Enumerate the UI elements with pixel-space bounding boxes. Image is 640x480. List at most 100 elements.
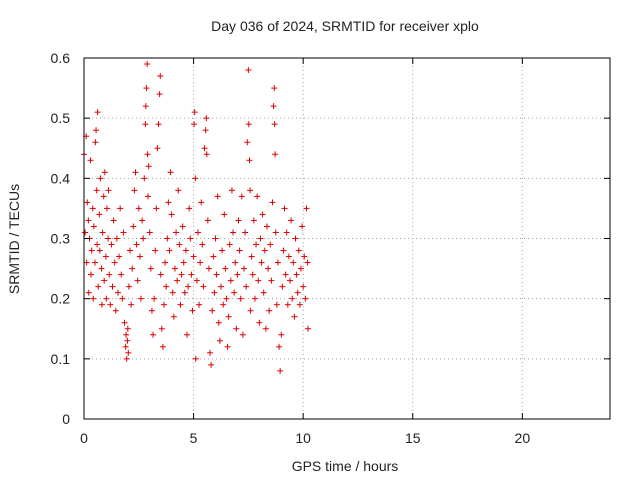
plot-frame	[83, 57, 611, 420]
data-point	[281, 205, 288, 212]
data-point	[303, 205, 310, 212]
data-point	[205, 265, 212, 272]
data-point	[135, 205, 142, 212]
data-point	[142, 103, 149, 110]
data-point	[105, 187, 112, 194]
data-point	[225, 313, 232, 320]
data-point	[283, 229, 290, 236]
y-tick-label: 0.3	[51, 231, 71, 247]
data-point	[302, 295, 309, 302]
data-point	[213, 271, 220, 278]
data-point	[165, 199, 172, 206]
data-point	[289, 295, 296, 302]
x-tick-label: 5	[190, 430, 198, 446]
data-point	[83, 259, 90, 266]
data-point	[112, 307, 119, 314]
data-point	[154, 145, 161, 152]
x-tick-label: 15	[405, 430, 421, 446]
data-point	[89, 205, 96, 212]
data-point	[215, 319, 222, 326]
data-point	[180, 259, 187, 266]
data-point	[217, 283, 224, 290]
data-point	[99, 229, 106, 236]
data-point	[277, 367, 284, 374]
data-point	[299, 223, 306, 230]
data-point	[82, 229, 89, 236]
x-tick-label: 0	[80, 430, 88, 446]
data-point	[220, 301, 227, 308]
data-point	[246, 157, 253, 164]
data-point	[186, 205, 193, 212]
data-point	[239, 331, 246, 338]
data-point	[85, 289, 92, 296]
data-point	[222, 265, 229, 272]
data-point	[132, 169, 139, 176]
data-point	[166, 247, 173, 254]
data-point	[189, 307, 196, 314]
data-point	[202, 127, 209, 134]
data-point	[155, 121, 162, 128]
data-point	[209, 307, 216, 314]
data-point	[279, 283, 286, 290]
data-point	[113, 235, 120, 242]
x-tick-label: 20	[515, 430, 531, 446]
data-point	[141, 175, 148, 182]
data-point	[270, 103, 277, 110]
data-point	[110, 217, 117, 224]
data-point	[264, 223, 271, 230]
data-point	[293, 271, 300, 278]
data-point	[164, 235, 171, 242]
data-point	[253, 241, 260, 248]
data-points	[81, 61, 311, 374]
data-point	[260, 289, 267, 296]
data-point	[198, 199, 205, 206]
data-point	[185, 283, 192, 290]
data-point	[266, 307, 273, 314]
data-point	[278, 331, 285, 338]
data-point	[148, 307, 155, 314]
data-point	[160, 301, 167, 308]
data-point	[196, 301, 203, 308]
data-point	[140, 235, 147, 242]
data-point	[146, 229, 153, 236]
data-point	[203, 151, 210, 158]
data-point	[197, 259, 204, 266]
data-point	[248, 253, 255, 260]
data-point	[224, 343, 231, 350]
data-point	[130, 223, 137, 230]
data-point	[176, 241, 183, 248]
data-point	[175, 187, 182, 194]
data-point	[143, 85, 150, 92]
data-point	[90, 295, 97, 302]
data-point	[295, 247, 302, 254]
data-point	[170, 313, 177, 320]
data-point	[168, 211, 175, 218]
data-point	[214, 193, 221, 200]
data-point	[193, 277, 200, 284]
data-point	[145, 163, 152, 170]
data-point	[177, 301, 184, 308]
data-point	[122, 343, 129, 350]
data-point	[212, 235, 219, 242]
data-point	[87, 157, 94, 164]
y-axis-label: SRMTID / TECUs	[6, 184, 22, 294]
data-point	[162, 259, 169, 266]
data-point	[237, 295, 244, 302]
data-point	[144, 193, 151, 200]
data-point	[184, 331, 191, 338]
data-point	[208, 361, 215, 368]
data-point	[191, 121, 198, 128]
y-tick-label: 0	[62, 411, 70, 427]
data-point	[117, 205, 124, 212]
data-point	[84, 199, 91, 206]
data-point	[276, 343, 283, 350]
chart-title: Day 036 of 2024, SRMTID for receiver xpl…	[211, 18, 479, 34]
data-point	[296, 301, 303, 308]
data-point	[288, 217, 295, 224]
data-point	[273, 301, 280, 308]
data-point	[137, 295, 144, 302]
data-point	[105, 235, 112, 242]
data-point	[250, 217, 257, 224]
data-point	[249, 271, 256, 278]
data-point	[102, 253, 109, 260]
